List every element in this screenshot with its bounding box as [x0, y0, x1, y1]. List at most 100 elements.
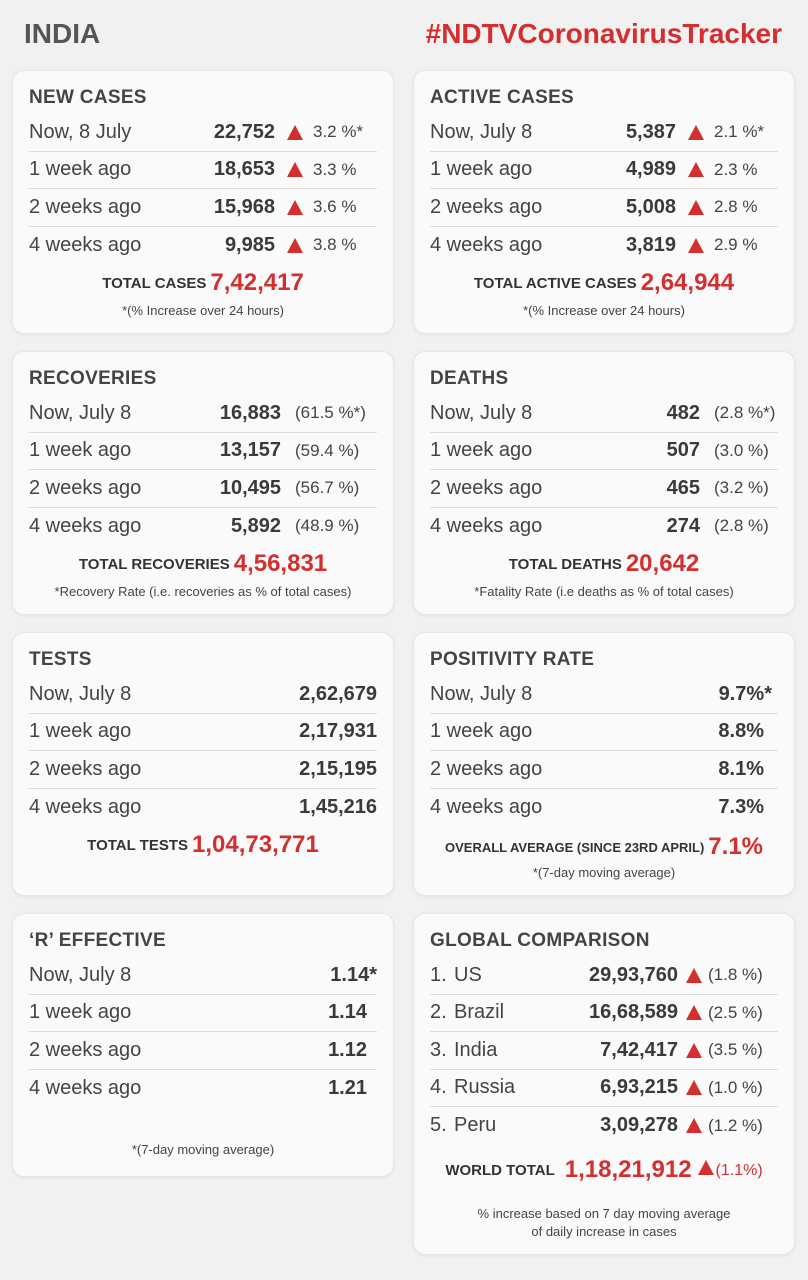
r-effective-card: ‘R’ EFFECTIVE Now, July 8 1.14* 1 week a… — [12, 913, 394, 1177]
footnote: *(7-day moving average) — [131, 1142, 275, 1157]
row-value: 9,985 — [224, 233, 275, 256]
row-pct: (3.2 %) — [714, 478, 769, 498]
row-value: 8.1% — [718, 757, 764, 780]
card-title: DEATHS — [430, 368, 509, 389]
table-row: 1 week ago 13,157 (59.4 %) — [29, 433, 377, 470]
row-label: 4 weeks ago — [430, 514, 543, 537]
row-label: 1 week ago — [430, 720, 533, 743]
row-label: Now, July 8 — [29, 682, 132, 705]
table-row: 4 weeks ago 5,892 (48.9 %) — [29, 508, 377, 546]
country-name: US — [454, 963, 482, 986]
row-value: 10,495 — [219, 476, 281, 499]
row-label: 1 week ago — [29, 158, 132, 181]
up-arrow-icon — [287, 162, 303, 178]
row-pct: 2.8 % — [714, 197, 758, 217]
row-value: 2,17,931 — [299, 720, 377, 743]
total-line: OVERALL AVERAGE (SINCE 23RD APRIL) 7.1% — [414, 833, 794, 861]
table-row: 3. India 7,42,417 (3.5 %) — [430, 1032, 778, 1070]
row-value: 13,157 — [219, 439, 281, 462]
row-value: 1.14 — [328, 1001, 367, 1024]
row-value: 482 — [666, 401, 700, 424]
rank: 1. — [430, 963, 447, 986]
row-value: 29,93,760 — [589, 963, 678, 986]
up-arrow-icon — [686, 1042, 702, 1058]
up-arrow-icon — [686, 967, 702, 983]
card-title: RECOVERIES — [29, 368, 157, 389]
row-pct: 3.8 % — [313, 235, 357, 255]
table-row: 1 week ago 507 (3.0 %) — [430, 433, 778, 470]
row-label: 2 weeks ago — [29, 757, 142, 780]
table-row: 2 weeks ago 15,968 3.6 % — [29, 189, 377, 227]
table-row: Now, 8 July 22,752 3.2 %* — [29, 114, 377, 152]
row-value: 2,15,195 — [299, 757, 377, 780]
row-label: Now, 8 July — [29, 120, 132, 143]
rows: Now, July 8 5,387 2.1 %* 1 week ago 4,98… — [430, 114, 778, 264]
row-label: 4 weeks ago — [29, 233, 142, 256]
row-label: 4 weeks ago — [430, 233, 543, 256]
row-value: 4,989 — [625, 158, 676, 181]
active-cases-card: ACTIVE CASES Now, July 8 5,387 2.1 %* 1 … — [413, 70, 795, 334]
row-value: 5,387 — [625, 120, 676, 143]
table-row: 4 weeks ago 1,45,216 — [29, 789, 377, 827]
table-row: 4 weeks ago 274 (2.8 %) — [430, 508, 778, 546]
row-value: 1.12 — [328, 1038, 367, 1061]
card-title: GLOBAL COMPARISON — [430, 930, 650, 951]
global-comparison-card: GLOBAL COMPARISON 1. US 29,93,760 (1.8 %)… — [413, 913, 795, 1255]
table-row: Now, July 8 482 (2.8 %*) — [430, 395, 778, 433]
row-pct: 3.6 % — [313, 197, 357, 217]
table-row: 1 week ago 8.8% — [430, 714, 778, 751]
rows: Now, July 8 9.7%* 1 week ago 8.8% 2 week… — [430, 676, 778, 826]
table-row: 1 week ago 1.14 — [29, 995, 377, 1032]
total-line: TOTAL DEATHS 20,642 — [414, 550, 794, 578]
table-row: 1 week ago 18,653 3.3 % — [29, 152, 377, 189]
table-row: Now, July 8 2,62,679 — [29, 676, 377, 714]
up-arrow-icon — [686, 1080, 702, 1096]
total-value: 20,642 — [625, 550, 700, 577]
table-row: 4 weeks ago 3,819 2.9 % — [430, 227, 778, 265]
row-label: 3. India — [430, 1039, 600, 1062]
row-label: Now, July 8 — [29, 963, 132, 986]
rank: 4. — [430, 1076, 447, 1099]
footnote: *(% Increase over 24 hours) — [122, 303, 284, 318]
row-value: 3,09,278 — [600, 1114, 678, 1137]
up-arrow-icon — [697, 1160, 714, 1175]
country-name: Brazil — [454, 1001, 505, 1024]
row-value: 5,892 — [230, 514, 281, 537]
row-pct: (1.0 %) — [708, 1077, 763, 1097]
row-value: 15,968 — [213, 195, 275, 218]
row-label: 4 weeks ago — [29, 795, 142, 818]
table-row: 2. Brazil 16,68,589 (2.5 %) — [430, 995, 778, 1032]
row-value: 465 — [666, 476, 700, 499]
card-title: ‘R’ EFFECTIVE — [29, 930, 166, 951]
table-row: 2 weeks ago 8.1% — [430, 751, 778, 789]
row-value: 1,45,216 — [299, 795, 377, 818]
row-label: 2 weeks ago — [29, 1038, 142, 1061]
total-label: TOTAL CASES — [102, 275, 207, 292]
row-label: 5. Peru — [430, 1114, 600, 1137]
row-pct: 2.3 % — [714, 159, 758, 179]
footnote-line-2: of daily increase in cases — [531, 1224, 677, 1239]
table-row: 5. Peru 3,09,278 (1.2 %) — [430, 1107, 778, 1145]
table-row: 1. US 29,93,760 (1.8 %) — [430, 957, 778, 995]
row-pct: (2.8 %*) — [714, 403, 776, 423]
row-pct: (61.5 %*) — [295, 403, 366, 423]
positivity-card: POSITIVITY RATE Now, July 8 9.7%* 1 week… — [413, 632, 795, 896]
row-value: 16,883 — [219, 401, 281, 424]
row-label: 4 weeks ago — [29, 514, 142, 537]
hashtag-title: #NDTVCoronavirusTracker — [425, 18, 782, 49]
row-value: 16,68,589 — [589, 1001, 678, 1024]
row-pct: (1.8 %) — [708, 965, 763, 985]
rank: 2. — [430, 1001, 447, 1024]
row-label: Now, July 8 — [430, 120, 533, 143]
row-pct: 2.9 % — [714, 235, 758, 255]
table-row: Now, July 8 9.7%* — [430, 676, 778, 714]
table-row: 2 weeks ago 5,008 2.8 % — [430, 189, 778, 227]
total-line: TOTAL CASES 7,42,417 — [13, 269, 393, 297]
total-line: WORLD TOTAL 1,18,21,912 (1.1%) — [414, 1156, 794, 1184]
rows: Now, July 8 1.14* 1 week ago 1.14 2 week… — [29, 957, 377, 1107]
table-row: 1 week ago 4,989 2.3 % — [430, 152, 778, 189]
card-title: POSITIVITY RATE — [430, 649, 595, 670]
row-value: 18,653 — [213, 158, 275, 181]
total-line: TOTAL RECOVERIES 4,56,831 — [13, 550, 393, 578]
footnote: *(% Increase over 24 hours) — [523, 303, 685, 318]
